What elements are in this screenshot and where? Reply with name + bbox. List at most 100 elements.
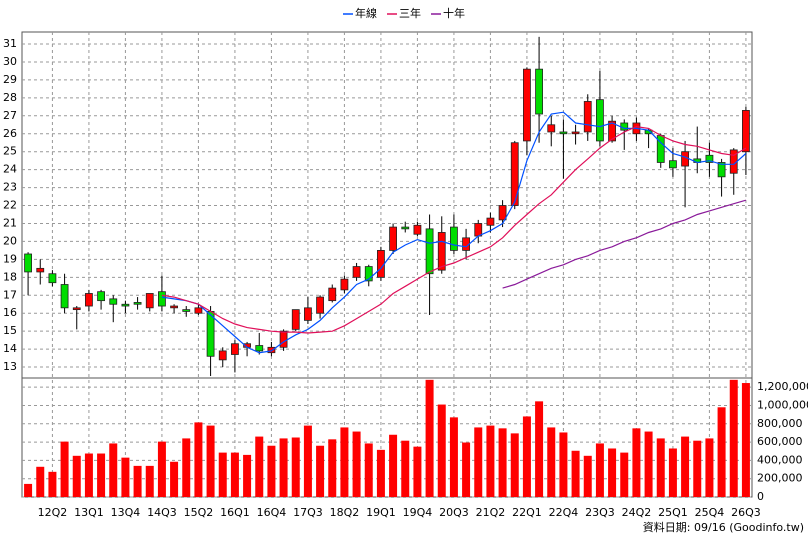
ma-line — [502, 199, 747, 289]
candle-body — [85, 293, 93, 307]
x-tick-label: 22Q4 — [549, 506, 579, 519]
volume-bar — [413, 446, 422, 497]
y-tick-label: 24 — [3, 163, 17, 176]
volume-bar — [462, 442, 471, 497]
x-tick-label: 13Q1 — [74, 506, 104, 519]
candle-body — [742, 110, 750, 153]
y-tick-label: 30 — [3, 55, 17, 68]
volume-bar — [547, 427, 556, 497]
volume-bar — [729, 379, 738, 497]
volume-bar — [291, 437, 300, 497]
volume-bar — [522, 416, 531, 497]
volume-bar — [693, 440, 702, 497]
candle-body — [608, 120, 616, 142]
volume-bar — [133, 465, 142, 497]
volume-bar — [717, 407, 726, 497]
candle-body — [24, 253, 32, 273]
volume-bar — [437, 404, 446, 497]
candle-body — [583, 101, 592, 133]
y-tick-label: 31 — [3, 37, 17, 50]
x-tick-label: 26Q3 — [731, 506, 761, 519]
candle-body — [352, 266, 361, 278]
candle-body — [133, 302, 142, 305]
x-tick-label: 22Q1 — [512, 506, 542, 519]
x-tick-label: 21Q2 — [476, 506, 506, 519]
volume-bar — [376, 449, 385, 497]
candle-body — [389, 226, 397, 251]
volume-bar — [157, 441, 166, 497]
y-tick-label: 20 — [3, 234, 17, 247]
candle-body — [620, 122, 629, 131]
candle-body — [60, 284, 69, 309]
volume-bar — [352, 431, 361, 497]
volume-bar — [206, 425, 215, 497]
volume-bar — [303, 425, 312, 497]
candle-body — [194, 307, 203, 314]
candle-body — [97, 291, 105, 302]
x-tick-label: 24Q2 — [622, 506, 652, 519]
volume-bar — [559, 432, 568, 497]
y-tick-label: 25 — [3, 145, 17, 158]
candle-body — [218, 350, 227, 361]
candle-body — [48, 273, 57, 284]
volume-bar — [681, 436, 690, 497]
candle-body — [158, 291, 166, 307]
y2-tick-label: 400,000 — [757, 453, 803, 466]
volume-bar — [486, 425, 495, 497]
volume-bar — [656, 438, 665, 497]
candle-body — [328, 287, 337, 302]
volume-bar — [364, 443, 373, 497]
candle-body — [231, 343, 239, 355]
candle-body — [109, 298, 118, 305]
y2-tick-label: 1,200,000 — [757, 380, 808, 393]
candle-body — [474, 223, 483, 237]
candle-body — [413, 224, 422, 235]
volume-bar — [608, 448, 617, 497]
x-tick-label: 17Q3 — [293, 506, 323, 519]
x-tick-label: 25Q1 — [658, 506, 688, 519]
candle-body — [681, 151, 689, 167]
candle-body — [377, 250, 385, 278]
candle-body — [535, 68, 543, 115]
candle-body — [206, 311, 215, 357]
candle-body — [437, 232, 446, 271]
candle-body — [510, 142, 519, 206]
volume-bar — [583, 455, 592, 497]
volume-bar — [255, 436, 264, 497]
volume-bar — [328, 439, 337, 497]
candle-body — [291, 309, 300, 330]
volume-bar — [316, 445, 325, 497]
volume-bar — [474, 427, 483, 497]
x-tick-label: 19Q4 — [403, 506, 433, 519]
volume-bar — [340, 427, 349, 497]
x-tick-label: 23Q3 — [585, 506, 615, 519]
candle-body — [705, 154, 714, 163]
y-tick-label: 15 — [3, 324, 17, 337]
volume-bar — [194, 422, 203, 497]
volume-bar — [279, 438, 288, 497]
volume-bar — [230, 452, 239, 497]
volume-bar — [48, 471, 57, 497]
x-tick-label: 15Q2 — [184, 506, 214, 519]
plot-frame — [21, 31, 753, 498]
volume-bar — [121, 457, 130, 497]
volume-bar — [449, 417, 458, 497]
y2-tick-label: 200,000 — [757, 472, 803, 485]
x-tick-label: 25Q4 — [695, 506, 725, 519]
y-tick-label: 28 — [3, 91, 17, 104]
volume-bar — [571, 450, 580, 497]
volume-bar — [182, 438, 191, 497]
volume-bar — [668, 448, 677, 497]
candle-body — [170, 305, 178, 309]
volume-bar — [510, 433, 519, 497]
footnote: 資料日期: 09/16 (Goodinfo.tw) — [643, 520, 804, 534]
volume-bar — [109, 443, 118, 497]
y-tick-label: 22 — [3, 199, 17, 212]
legend-label: 年線 — [355, 6, 377, 20]
volume-bar — [84, 453, 93, 497]
volume-bar — [389, 434, 398, 497]
volume-bar — [36, 466, 45, 497]
candle-body — [316, 296, 324, 314]
y-tick-label: 14 — [3, 342, 17, 355]
volume-bar — [498, 428, 507, 497]
